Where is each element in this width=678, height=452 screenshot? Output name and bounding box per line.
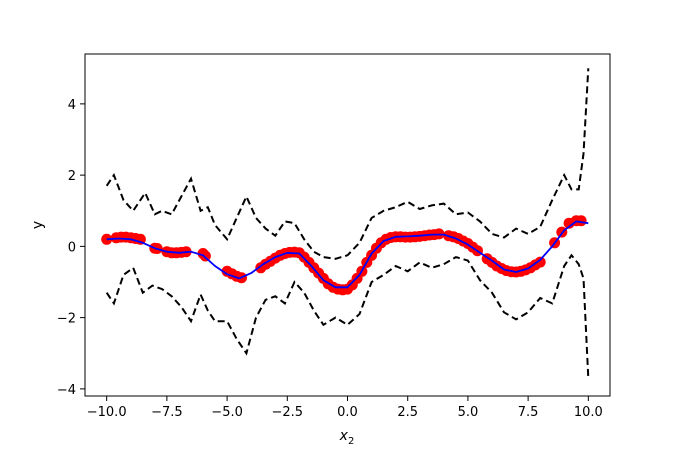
x-axis-label-subscript: 2	[348, 436, 354, 447]
x-tick-label: −10.0	[87, 405, 127, 420]
lower-bound-line	[105, 253, 590, 379]
x-tick-label: −2.5	[272, 405, 304, 420]
data-point	[575, 215, 587, 227]
ticks: −10.0 −7.5 −5.0 −2.5 0.0 2.5 5.0 7.5 10.0 −4 −2 0 2 4	[57, 98, 603, 420]
y-axis-label: y	[30, 221, 46, 229]
plot-area	[101, 68, 590, 379]
y-tick-label: −4	[57, 383, 76, 398]
x-tick-label: 2.5	[397, 405, 418, 420]
x-tick-label: −5.0	[211, 405, 243, 420]
y-tick-label: 4	[68, 98, 76, 113]
x-axis-label: x2	[339, 428, 355, 447]
y-tick-label: −2	[57, 312, 76, 327]
x-tick-label: 10.0	[574, 405, 603, 420]
x-tick-label: 7.5	[518, 405, 539, 420]
y-tick-label: 2	[68, 169, 76, 184]
x-tick-label: 5.0	[458, 405, 479, 420]
x-tick-label: −7.5	[151, 405, 183, 420]
y-tick-label: 0	[68, 240, 76, 255]
x-axis-label-main: x	[339, 428, 349, 444]
mean-line	[106, 220, 589, 289]
upper-bound-line	[105, 68, 590, 260]
x-tick-label: 0.0	[337, 405, 358, 420]
data-point	[534, 256, 546, 268]
